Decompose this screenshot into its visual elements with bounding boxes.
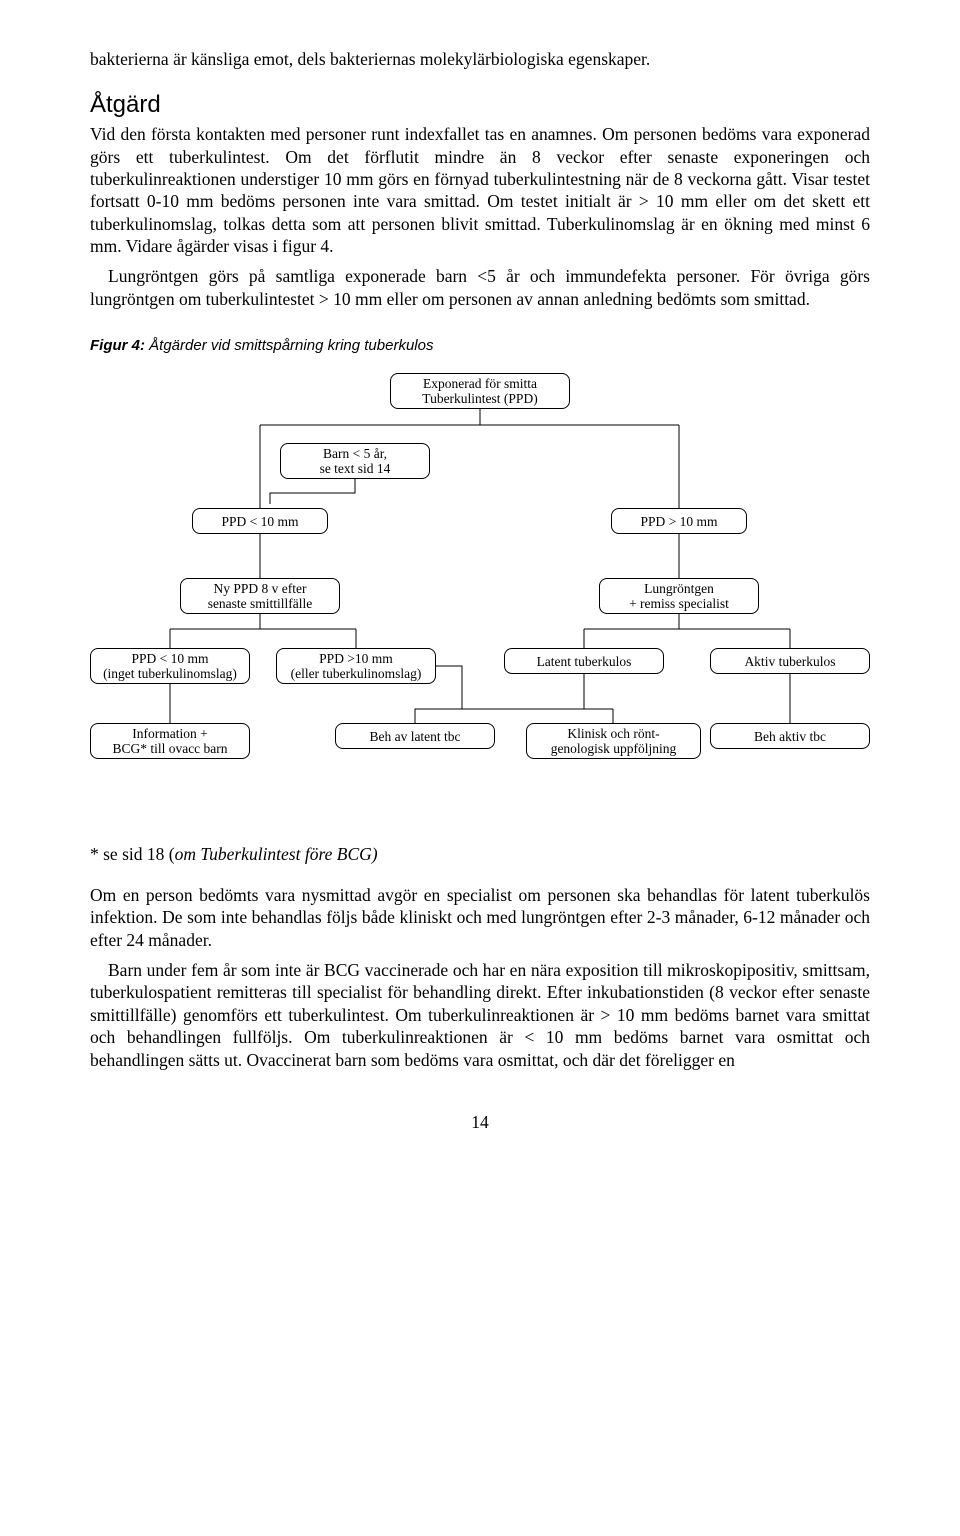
figure-caption-text: Åtgärder vid smittspårning kring tuberku… xyxy=(145,337,433,354)
flow-node-n_omslag: PPD >10 mm(eller tuberkulinomslag) xyxy=(276,648,436,684)
flow-node-n_lungr: Lungröntgen+ remiss specialist xyxy=(599,578,759,614)
flow-node-n_behakt: Beh aktiv tbc xyxy=(710,723,870,749)
paragraph-2: Lungröntgen görs på samtliga exponerade … xyxy=(90,265,870,310)
figure-caption: Figur 4: Åtgärder vid smittspårning krin… xyxy=(90,336,870,355)
footnote: * se sid 18 (om Tuberkulintest före BCG) xyxy=(90,843,870,865)
intro-paragraph: bakterierna är känsliga emot, dels bakte… xyxy=(90,48,870,70)
flow-node-n_nyppd: Ny PPD 8 v eftersenaste smittillfälle xyxy=(180,578,340,614)
paragraph-1: Vid den första kontakten med personer ru… xyxy=(90,123,870,257)
flowchart: Exponerad för smittaTuberkulintest (PPD)… xyxy=(90,373,870,813)
flow-node-n_behlat: Beh av latent tbc xyxy=(335,723,495,749)
figure-label: Figur 4: xyxy=(90,337,145,354)
flow-node-n_inget: PPD < 10 mm(inget tuberkulinomslag) xyxy=(90,648,250,684)
flow-node-n_exposed: Exponerad för smittaTuberkulintest (PPD) xyxy=(390,373,570,409)
flow-node-n_aktiv: Aktiv tuberkulos xyxy=(710,648,870,674)
page-number: 14 xyxy=(90,1111,870,1133)
flow-node-n_info: Information +BCG* till ovacc barn xyxy=(90,723,250,759)
flow-node-n_barn: Barn < 5 år,se text sid 14 xyxy=(280,443,430,479)
paragraph-3: Om en person bedömts vara nysmittad avgö… xyxy=(90,884,870,951)
flow-node-n_latent: Latent tuberkulos xyxy=(504,648,664,674)
section-heading: Åtgärd xyxy=(90,90,870,121)
flow-node-n_klin: Klinisk och rönt-genologisk uppföljning xyxy=(526,723,701,759)
flow-node-n_ppd_lt: PPD < 10 mm xyxy=(192,508,328,534)
flow-node-n_ppd_ge: PPD > 10 mm xyxy=(611,508,747,534)
paragraph-4: Barn under fem år som inte är BCG vaccin… xyxy=(90,959,870,1071)
